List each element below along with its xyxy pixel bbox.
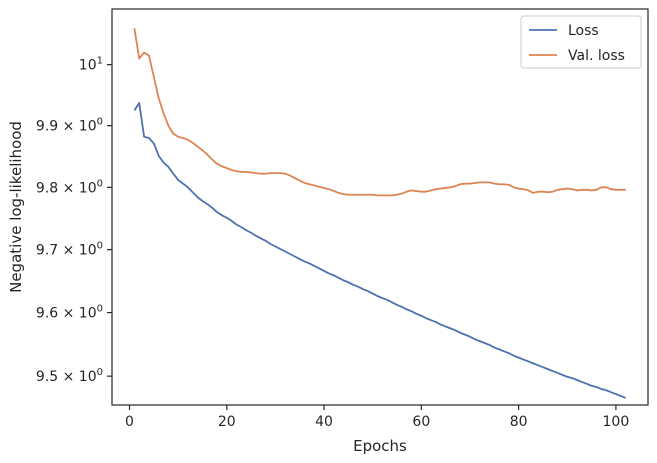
y-tick-label: 9.8 × 100 (36, 178, 103, 196)
legend-label-loss: Loss (568, 23, 599, 39)
y-axis: 9.5 × 100 9.6 × 100 9.7 × 100 9.8 × 100 9.9 … (36, 56, 112, 385)
series-line-val-loss (133, 28, 626, 197)
x-tick-label: 100 (603, 414, 630, 430)
x-axis: 0 20 40 60 80 100 (125, 405, 629, 430)
series-layer (133, 28, 626, 399)
x-tick-label: 60 (412, 414, 430, 430)
y-tick-label: 9.9 × 100 (36, 117, 103, 135)
y-axis-label: Negative log-likelihood (7, 121, 25, 293)
y-tick-label: 9.6 × 100 (36, 304, 103, 322)
legend: Loss Val. loss (520, 15, 642, 69)
legend-label-val-loss: Val. loss (568, 48, 625, 64)
x-tick-label: 20 (218, 414, 236, 430)
plot-area (111, 8, 649, 406)
x-tick-label: 0 (125, 414, 134, 430)
x-tick-label: 40 (315, 414, 333, 430)
series-line-loss (133, 102, 626, 399)
y-tick-label: 101 (79, 56, 103, 74)
axes-frame (111, 8, 649, 406)
y-tick-label: 9.7 × 100 (36, 241, 103, 259)
y-tick-label: 9.5 × 100 (36, 367, 103, 385)
x-axis-label: Epochs (353, 437, 407, 455)
x-tick-label: 80 (510, 414, 528, 430)
